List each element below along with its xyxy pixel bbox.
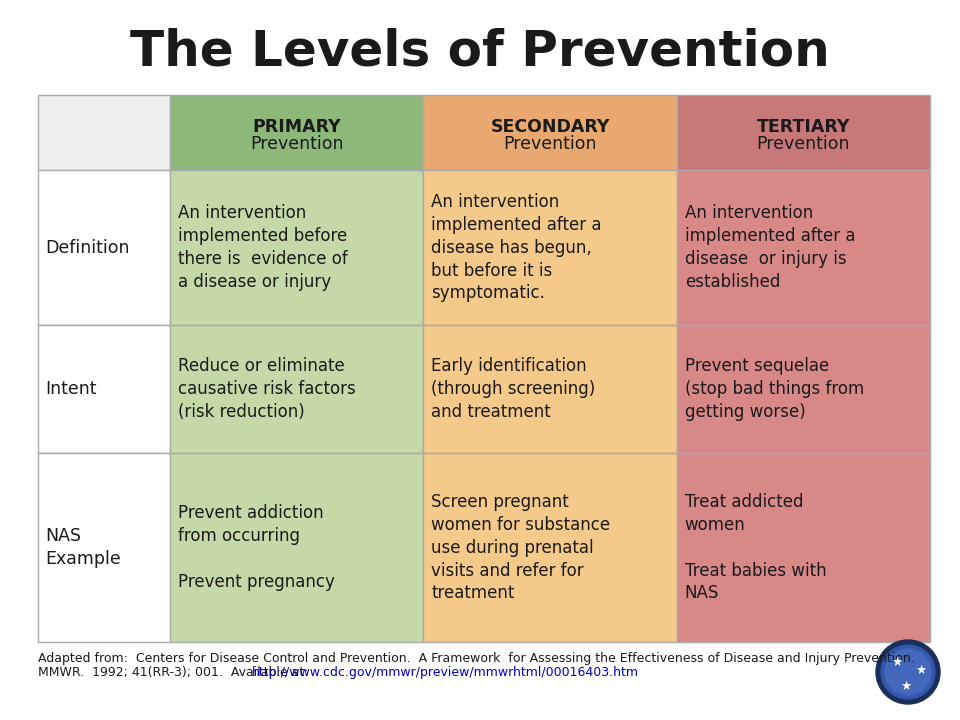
- Text: PRIMARY: PRIMARY: [252, 118, 341, 136]
- Bar: [423, 454, 677, 642]
- Bar: [38, 171, 170, 325]
- Text: Prevent addiction
from occurring

Prevent pregnancy: Prevent addiction from occurring Prevent…: [178, 504, 335, 591]
- Bar: [170, 95, 423, 171]
- Bar: [38, 454, 170, 642]
- Circle shape: [876, 640, 940, 704]
- Bar: [170, 454, 423, 642]
- Text: TERTIARY: TERTIARY: [756, 118, 850, 136]
- Bar: [423, 171, 677, 325]
- Circle shape: [881, 645, 935, 699]
- Text: Definition: Definition: [45, 238, 130, 256]
- Bar: [38, 325, 170, 454]
- Text: NAS
Example: NAS Example: [45, 527, 121, 568]
- Text: ★: ★: [900, 680, 912, 693]
- Bar: [677, 325, 930, 454]
- Text: An intervention
implemented after a
disease has begun,
but before it is
symptoma: An intervention implemented after a dise…: [431, 193, 602, 302]
- Circle shape: [885, 649, 931, 695]
- Text: Prevent sequelae
(stop bad things from
getting worse): Prevent sequelae (stop bad things from g…: [684, 357, 864, 421]
- Text: Intent: Intent: [45, 380, 97, 398]
- Text: Adapted from:  Centers for Disease Control and Prevention.  A Framework  for Ass: Adapted from: Centers for Disease Contro…: [38, 652, 915, 665]
- Text: An intervention
implemented before
there is  evidence of
a disease or injury: An intervention implemented before there…: [178, 204, 348, 291]
- Bar: [677, 95, 930, 171]
- Bar: [423, 95, 677, 171]
- Text: http://www.cdc.gov/mmwr/preview/mmwrhtml/00016403.htm: http://www.cdc.gov/mmwr/preview/mmwrhtml…: [252, 666, 638, 679]
- Bar: [677, 171, 930, 325]
- Bar: [170, 325, 423, 454]
- Text: An intervention
implemented after a
disease  or injury is
established: An intervention implemented after a dise…: [684, 204, 855, 291]
- Text: Prevention: Prevention: [250, 135, 344, 153]
- Bar: [423, 325, 677, 454]
- Text: MMWR.  1992; 41(RR-3); 001.  Available at:: MMWR. 1992; 41(RR-3); 001. Available at:: [38, 666, 317, 679]
- Bar: [677, 454, 930, 642]
- Text: Prevention: Prevention: [756, 135, 851, 153]
- Text: SECONDARY: SECONDARY: [491, 118, 610, 136]
- Text: Screen pregnant
women for substance
use during prenatal
visits and refer for
tre: Screen pregnant women for substance use …: [431, 493, 611, 603]
- Bar: [170, 171, 423, 325]
- Text: Prevention: Prevention: [503, 135, 597, 153]
- Text: ★: ★: [916, 664, 926, 677]
- Text: Treat addicted
women

Treat babies with
NAS: Treat addicted women Treat babies with N…: [684, 493, 827, 603]
- Text: The Levels of Prevention: The Levels of Prevention: [131, 28, 829, 76]
- Text: ★: ★: [892, 655, 902, 668]
- Bar: [38, 95, 170, 171]
- Text: Early identification
(through screening)
and treatment: Early identification (through screening)…: [431, 357, 595, 421]
- Text: Reduce or eliminate
causative risk factors
(risk reduction): Reduce or eliminate causative risk facto…: [178, 357, 356, 421]
